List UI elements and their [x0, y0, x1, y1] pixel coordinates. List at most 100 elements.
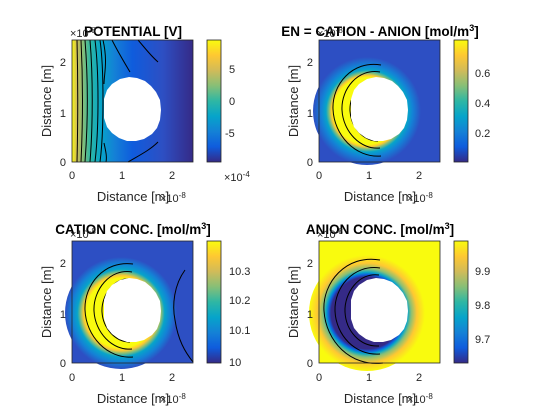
colorbar-tick-label: 9.8 [475, 300, 490, 312]
x-tick-label: 2 [416, 170, 422, 182]
colorbar-tick-label: 9.9 [475, 266, 490, 278]
y-tick-labels: 2 1 0 [307, 258, 313, 370]
panel-title: CATION CONC. [mol/m3] [55, 221, 211, 237]
colorbar-tick-label: -5 [225, 128, 235, 140]
colorbar-tick-label: 9.7 [475, 334, 490, 346]
colorbar-tick-label: 0.6 [475, 68, 490, 80]
x-axis-label: Distance [m] [97, 189, 169, 204]
contour-lines [76, 39, 159, 163]
colorbar-scale [206, 39, 222, 163]
x-tick-label: 0 [69, 170, 75, 182]
colorbar-scale [453, 240, 469, 364]
axes-frame [318, 240, 441, 364]
contour-line [84, 263, 134, 358]
x-axis-label: Distance [m] [97, 391, 169, 406]
y-tick-label: 2 [60, 57, 66, 69]
y-axis-label: Distance [m] [39, 266, 54, 338]
plot-area [65, 240, 194, 369]
colorbar-tick-label: 5 [229, 64, 235, 76]
plot-area [309, 240, 441, 371]
contour-line [89, 39, 93, 163]
contour-line [76, 39, 79, 163]
domain-hole [104, 278, 161, 342]
contour-line [102, 39, 107, 163]
contour-line [137, 39, 159, 63]
colorbar: 5 0 -5 ×10-4 [206, 39, 250, 184]
y-tick-label: 2 [307, 258, 313, 270]
contour-line [173, 269, 194, 363]
colorbar-multiplier: ×10-4 [224, 170, 250, 184]
x-tick-labels: 0 1 2 [69, 170, 175, 182]
colorbar-tick-label: 10.1 [229, 325, 250, 337]
y-multiplier: ×10-8 [70, 26, 96, 40]
x-multiplier: ×10-8 [407, 191, 433, 205]
y-tick-labels: 2 1 0 [307, 57, 313, 169]
plot-area [313, 39, 441, 165]
x-tick-label: 2 [169, 170, 175, 182]
axes-frame [318, 39, 441, 163]
x-multiplier: ×10-8 [407, 392, 433, 406]
x-tick-label: 1 [366, 170, 372, 182]
colorbar: 10.3 10.2 10.1 10 [206, 240, 250, 369]
x-multiplier: ×10-8 [160, 392, 186, 406]
y-axis-label: Distance [m] [286, 65, 301, 137]
contour-line [111, 39, 131, 73]
colorbar-tick-label: 0.4 [475, 98, 490, 110]
axes-frame [71, 240, 194, 364]
colorbar-scale [206, 240, 222, 364]
contour-line [323, 258, 384, 364]
y-tick-label: 2 [60, 258, 66, 270]
domain-hole [104, 77, 161, 141]
y-tick-label: 0 [60, 157, 66, 169]
y-multiplier: ×10-8 [70, 227, 96, 241]
contour-line [94, 39, 99, 163]
y-tick-label: 0 [307, 157, 313, 169]
x-tick-labels: 0 1 2 [69, 372, 175, 384]
y-multiplier: ×10-8 [317, 26, 343, 40]
domain-hole [351, 278, 408, 342]
contour-line [80, 39, 83, 163]
contour-line [93, 271, 133, 350]
axes-frame [71, 39, 194, 163]
contour-line [99, 39, 104, 163]
panel-anion: ANION CONC. [mol/m3] 0 1 2 2 1 0 ×10-8 ×… [286, 221, 490, 406]
colorbar-tick-label: 10.3 [229, 266, 250, 278]
panel-title: EN = CATION - ANION [mol/m3] [281, 23, 478, 39]
y-tick-labels: 2 1 0 [60, 57, 66, 169]
colorbar-scale [453, 39, 469, 163]
panel-cation: CATION CONC. [mol/m3] 0 1 2 2 1 0 ×10-8 … [39, 221, 250, 406]
y-tick-label: 1 [60, 309, 66, 321]
contour-line [344, 274, 380, 347]
y-tick-label: 1 [307, 309, 313, 321]
x-tick-label: 2 [169, 372, 175, 384]
x-tick-label: 0 [69, 372, 75, 384]
y-tick-label: 1 [60, 108, 66, 120]
contour-line [127, 141, 159, 163]
y-axis-label: Distance [m] [286, 266, 301, 338]
domain-hole [351, 77, 408, 141]
x-tick-labels: 0 1 2 [316, 170, 422, 182]
x-axis-label: Distance [m] [344, 189, 416, 204]
y-axis-label: Distance [m] [39, 65, 54, 137]
x-multiplier: ×10-8 [160, 191, 186, 205]
x-axis-label: Distance [m] [344, 391, 416, 406]
panel-title: POTENTIAL [V] [84, 24, 182, 39]
plot-area [71, 39, 194, 163]
colorbar-tick-label: 0.2 [475, 128, 490, 140]
contour-line [332, 63, 382, 157]
contour-lines [323, 258, 384, 364]
y-tick-label: 1 [307, 108, 313, 120]
panel-en: EN = CATION - ANION [mol/m3] 0 1 2 2 1 0… [281, 23, 490, 205]
colorbar: 9.9 9.8 9.7 [453, 240, 490, 364]
y-tick-labels: 2 1 0 [60, 258, 66, 370]
colorbar-tick-label: 10.2 [229, 295, 250, 307]
x-tick-label: 1 [366, 372, 372, 384]
x-tick-label: 0 [316, 170, 322, 182]
x-tick-label: 2 [416, 372, 422, 384]
x-tick-labels: 0 1 2 [316, 372, 422, 384]
y-tick-label: 0 [307, 358, 313, 370]
contour-line [334, 267, 381, 355]
y-multiplier: ×10-8 [317, 227, 343, 241]
colorbar-tick-label: 0 [229, 96, 235, 108]
